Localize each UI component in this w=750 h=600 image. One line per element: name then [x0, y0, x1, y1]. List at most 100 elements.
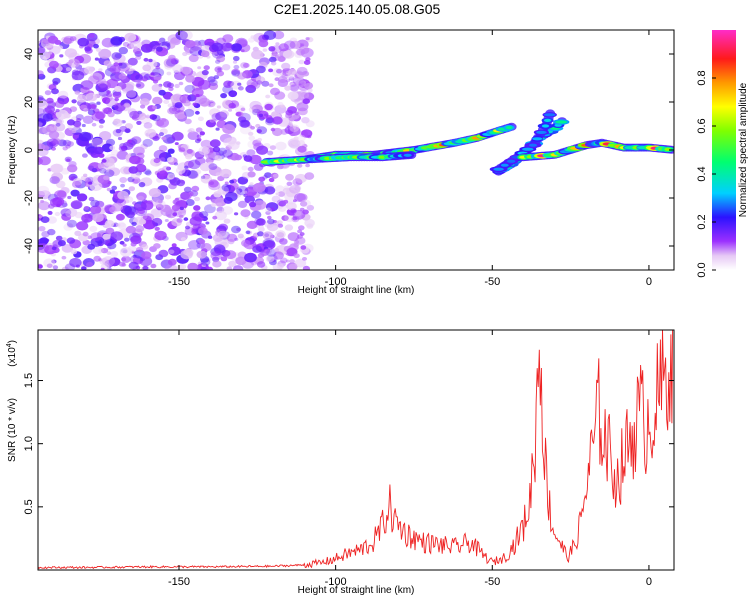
noise-blob: [222, 149, 233, 158]
noise-blob: [265, 207, 272, 213]
noise-blob: [303, 60, 311, 65]
noise-blob: [232, 265, 244, 270]
noise-blob: [55, 235, 63, 241]
noise-blob: [74, 211, 84, 219]
noise-blob: [154, 226, 160, 231]
noise-blob: [210, 251, 223, 260]
noise-blob: [307, 88, 313, 93]
ridge-core: [522, 147, 534, 151]
noise-blob: [296, 102, 309, 112]
noise-blob: [192, 102, 198, 107]
colorbar-tick-label: 0.8: [696, 70, 708, 85]
noise-blob: [176, 179, 186, 187]
noise-blob: [41, 231, 50, 238]
noise-blob: [174, 110, 187, 120]
noise-blob: [279, 238, 288, 245]
noise-blob: [72, 120, 82, 128]
noise-blob: [288, 116, 295, 122]
noise-blob: [144, 128, 157, 138]
noise-blob: [100, 267, 105, 270]
noise-blob: [272, 116, 283, 125]
noise-blob: [208, 82, 219, 91]
noise-blob: [174, 83, 180, 89]
noise-blob: [290, 208, 297, 214]
noise-blob: [250, 126, 256, 130]
noise-blob: [153, 149, 167, 160]
noise-blob: [280, 104, 285, 109]
noise-blob: [127, 57, 138, 66]
noise-blob: [254, 217, 264, 226]
noise-blob: [293, 136, 299, 141]
noise-blob: [175, 166, 186, 175]
ridge-core: [555, 120, 568, 124]
noise-blob: [262, 238, 275, 248]
noise-blob: [146, 200, 153, 205]
noise-blob: [294, 258, 307, 268]
noise-blob: [148, 58, 153, 63]
noise-blob: [172, 93, 183, 102]
noise-blob: [276, 232, 285, 238]
noise-blob: [42, 39, 50, 45]
noise-blob: [215, 111, 228, 121]
noise-blob: [293, 253, 300, 259]
noise-blob: [116, 213, 125, 221]
noise-blob: [76, 94, 88, 103]
noise-blob: [69, 176, 75, 181]
noise-blob: [301, 129, 313, 138]
noise-blob: [83, 107, 89, 112]
noise-blob: [271, 61, 277, 66]
noise-blob: [197, 79, 211, 90]
noise-blob: [118, 46, 128, 55]
noise-blob: [167, 107, 176, 115]
noise-blob: [289, 81, 297, 87]
noise-blob: [47, 35, 59, 44]
noise-blob: [237, 176, 249, 185]
noise-blob: [47, 216, 57, 224]
noise-blob: [250, 35, 256, 39]
noise-blob: [135, 164, 147, 173]
noise-blob: [66, 141, 74, 147]
noise-blob: [157, 207, 162, 211]
noise-blob: [135, 74, 143, 81]
noise-blob: [98, 83, 108, 91]
noise-blob: [216, 202, 222, 207]
noise-blob: [61, 255, 67, 260]
noise-blob: [152, 210, 160, 216]
noise-blob: [289, 259, 295, 264]
noise-blob: [156, 46, 163, 52]
noise-blob: [180, 249, 193, 260]
noise-blob: [243, 62, 250, 68]
noise-blob: [224, 181, 229, 185]
noise-blob: [249, 154, 262, 165]
noise-blob: [264, 113, 268, 117]
noise-blob: [200, 266, 207, 270]
noise-blob: [293, 242, 299, 248]
noise-blob: [209, 139, 221, 148]
noise-blob: [266, 222, 279, 232]
y-tick-label: 0: [23, 147, 35, 153]
noise-blob: [273, 251, 284, 260]
colorbar-tick-label: 0.2: [696, 214, 708, 229]
noise-blob: [300, 201, 308, 207]
noise-blob: [62, 37, 72, 45]
x-tick-label: -150: [168, 576, 190, 588]
noise-blob: [103, 175, 110, 181]
noise-blob: [195, 93, 200, 98]
noise-blob: [115, 223, 121, 227]
noise-blob: [208, 180, 221, 191]
noise-blob: [99, 168, 107, 174]
noise-blob: [38, 190, 45, 198]
noise-blob: [122, 41, 130, 47]
noise-blob: [141, 76, 148, 82]
noise-blob: [59, 54, 64, 58]
noise-blob: [198, 239, 206, 245]
noise-blob: [161, 136, 167, 141]
noise-blob: [101, 159, 107, 163]
noise-blob: [111, 185, 118, 191]
noise-blob: [268, 68, 274, 73]
noise-blob: [81, 213, 93, 223]
noise-blob: [187, 131, 199, 141]
noise-blob: [168, 249, 175, 255]
noise-blob: [252, 243, 258, 248]
